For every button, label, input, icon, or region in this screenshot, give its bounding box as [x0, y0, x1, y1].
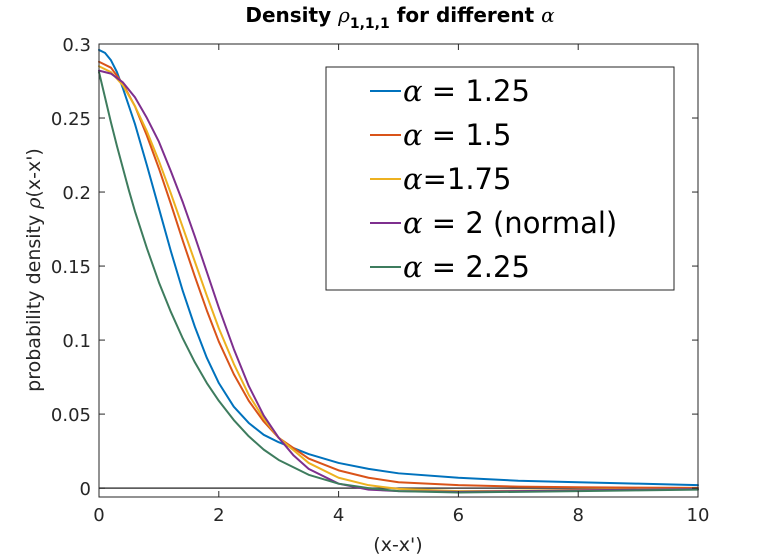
series-line-5	[98, 71, 699, 494]
y-tick-label: 0.25	[51, 109, 91, 130]
x-tick-label: 0	[93, 505, 104, 526]
x-tick-label: 2	[213, 505, 224, 526]
legend-entry-3: α=1.75	[403, 162, 511, 196]
y-tick-label: 0.05	[51, 405, 91, 426]
x-tick-label: 4	[333, 505, 344, 526]
x-axis-ticks: 0 2 4 6 8 10	[93, 44, 709, 526]
legend-label-text: = 1.25	[423, 74, 530, 108]
y-axis-ticks: 0 0.05 0.1 0.15 0.2 0.25 0.3	[51, 35, 698, 500]
y-tick-label: 0.2	[62, 183, 91, 204]
y-tick-label: 0.15	[51, 257, 91, 278]
y-label-rho-symbol: ρ	[23, 197, 45, 210]
chart-title: Density ρ1,1,1 for different α	[245, 3, 555, 32]
series-line-1	[98, 48, 699, 487]
legend-entry-5: α = 2.25	[403, 250, 530, 284]
legend-label-text: = 2.25	[423, 250, 530, 284]
legend-alpha-symbol: α	[403, 206, 423, 240]
y-tick-label: 0.3	[62, 35, 91, 56]
title-subscript: 1,1,1	[350, 16, 390, 32]
y-tick-label: 0.1	[62, 331, 91, 352]
title-prefix: Density	[245, 3, 338, 27]
y-label-before: probability density	[23, 209, 45, 392]
axes-box	[98, 43, 699, 498]
title-alpha-symbol: α	[541, 3, 555, 27]
y-tick-label: 0	[80, 479, 91, 500]
title-middle: for different	[390, 3, 541, 27]
legend-alpha-symbol: α	[403, 162, 423, 196]
legend-entry-2: α = 1.5	[403, 118, 511, 152]
legend-alpha-symbol: α	[403, 74, 423, 108]
series-line-2	[98, 60, 699, 489]
legend-label-text: = 1.5	[423, 118, 512, 152]
x-tick-label: 6	[453, 505, 464, 526]
legend-label-text: = 2 (normal)	[423, 206, 618, 240]
legend-label-text: =1.75	[423, 162, 512, 196]
y-label-after: (x-x')	[23, 148, 45, 197]
legend-entry-4: α = 2 (normal)	[403, 206, 617, 240]
title-rho-symbol: ρ	[337, 3, 350, 27]
x-tick-label: 10	[687, 505, 710, 526]
x-tick-label: 8	[572, 505, 583, 526]
legend-alpha-symbol: α	[403, 250, 423, 284]
legend-entry-1: α = 1.25	[403, 74, 530, 108]
legend-items: α = 1.25α = 1.5α=1.75α = 2 (normal)α = 2…	[370, 74, 617, 284]
legend-alpha-symbol: α	[403, 118, 423, 152]
y-axis-label: probability density ρ(x-x')	[23, 148, 45, 392]
x-axis-label: (x-x')	[373, 534, 422, 556]
legend: α = 1.25α = 1.5α=1.75α = 2 (normal)α = 2…	[325, 66, 675, 291]
